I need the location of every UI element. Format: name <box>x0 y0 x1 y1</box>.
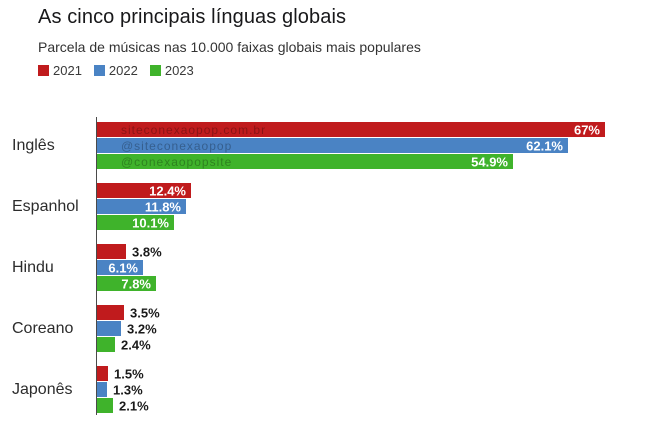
value-label: 2.4% <box>121 337 151 352</box>
bar-2022: 3.2% <box>97 321 157 336</box>
bar-group-coreano: Coreano 3.5% 3.2% 2.4% <box>0 305 663 352</box>
value-label: 1.5% <box>114 366 144 381</box>
legend-swatch-icon <box>93 65 105 76</box>
category-label: Espanhol <box>12 197 79 215</box>
category-label: Inglês <box>12 136 55 154</box>
chart-title: As cinco principais línguas globais <box>38 6 347 28</box>
bar-2022: 11.8% <box>97 199 186 214</box>
value-label: 62.1% <box>526 138 563 153</box>
watermark-text: @siteconexaopop <box>121 138 233 153</box>
legend-swatch-icon <box>149 65 161 76</box>
value-label: 6.1% <box>108 260 138 275</box>
bar-2021: 3.8% <box>97 244 162 259</box>
value-label: 3.2% <box>127 321 157 336</box>
bar-2022: 62.1% @siteconexaopop <box>97 138 568 153</box>
chart-header: As cinco principais línguas globais Parc… <box>38 6 638 55</box>
y-axis-line <box>96 117 97 415</box>
bar-2023: 7.8% <box>97 276 156 291</box>
value-label: 3.8% <box>132 244 162 259</box>
value-label: 10.1% <box>132 215 169 230</box>
bar-2021: 67% siteconexaopop.com.br <box>97 122 605 137</box>
bar-group-ingles: Inglês 67% siteconexaopop.com.br 62.1% @site… <box>0 122 663 169</box>
category-label: Hindu <box>12 258 54 276</box>
value-label: 3.5% <box>130 305 160 320</box>
bar-2022: 6.1% <box>97 260 143 275</box>
value-label: 7.8% <box>121 276 151 291</box>
bar-group-espanhol: Espanhol 12.4% 11.8% 10.1% <box>0 183 663 230</box>
bar-2023: 2.1% <box>97 398 149 413</box>
legend-item-2021: 2021 <box>38 63 82 78</box>
value-label: 11.8% <box>144 199 181 214</box>
legend-label: 2022 <box>108 63 138 78</box>
bar-2023: 2.4% <box>97 337 151 352</box>
bar-2023: 10.1% <box>97 215 174 230</box>
value-label: 2.1% <box>119 398 149 413</box>
legend-label: 2021 <box>53 63 82 78</box>
watermark-text: siteconexaopop.com.br <box>121 122 267 137</box>
bar-2021: 12.4% <box>97 183 191 198</box>
category-label: Japonês <box>12 380 73 398</box>
chart-area: Inglês 67% siteconexaopop.com.br 62.1% @site… <box>0 117 663 417</box>
legend-swatch-icon <box>38 65 49 76</box>
legend-label: 2023 <box>164 63 194 78</box>
chart-subtitle: Parcela de músicas nas 10.000 faixas glo… <box>38 39 421 55</box>
value-label: 54.9% <box>471 154 508 169</box>
value-label: 1.3% <box>113 382 143 397</box>
bar-2023: 54.9% @conexaopopsite <box>97 154 513 169</box>
watermark-text: @conexaopopsite <box>121 154 233 169</box>
bar-group-japones: Japonês 1.5% 1.3% 2.1% <box>0 366 663 413</box>
value-label: 12.4% <box>149 183 186 198</box>
bar-2021: 1.5% <box>97 366 144 381</box>
bar-2022: 1.3% <box>97 382 143 397</box>
value-label: 67% <box>573 122 600 137</box>
legend-item-2022: 2022 <box>93 63 138 78</box>
legend-item-2023: 2023 <box>149 63 194 78</box>
category-label: Coreano <box>12 319 74 337</box>
bar-group-hindu: Hindu 3.8% 6.1% 7.8% <box>0 244 663 291</box>
bar-2021: 3.5% <box>97 305 160 320</box>
chart-legend: 2021 2022 2023 <box>38 63 194 78</box>
